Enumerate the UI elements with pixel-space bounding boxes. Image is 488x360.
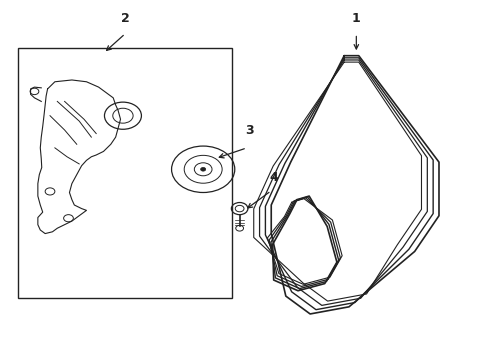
Text: 2: 2 [121,12,129,24]
Bar [19,48,232,298]
Text: 4: 4 [269,171,278,184]
Text: 3: 3 [244,124,253,137]
Text: 1: 1 [351,12,360,24]
Circle shape [200,167,205,171]
